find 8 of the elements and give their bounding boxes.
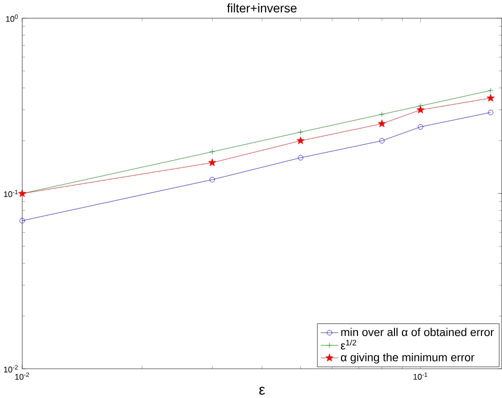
legend-label: min over all α of obtained error <box>341 328 494 336</box>
y-tick-label: 10$^{-1}$ <box>4 190 18 198</box>
legend-label: ε$^{1/2}$ <box>340 340 356 350</box>
legend-label: α giving the minimum error <box>340 352 474 364</box>
y-tick-label: 10$^{0}$ <box>6 14 18 22</box>
x-axis-title: ε <box>259 386 265 395</box>
y-tick-label: 10$^{-2}$ <box>4 365 18 372</box>
chart-title: filter+inverse <box>227 3 297 12</box>
